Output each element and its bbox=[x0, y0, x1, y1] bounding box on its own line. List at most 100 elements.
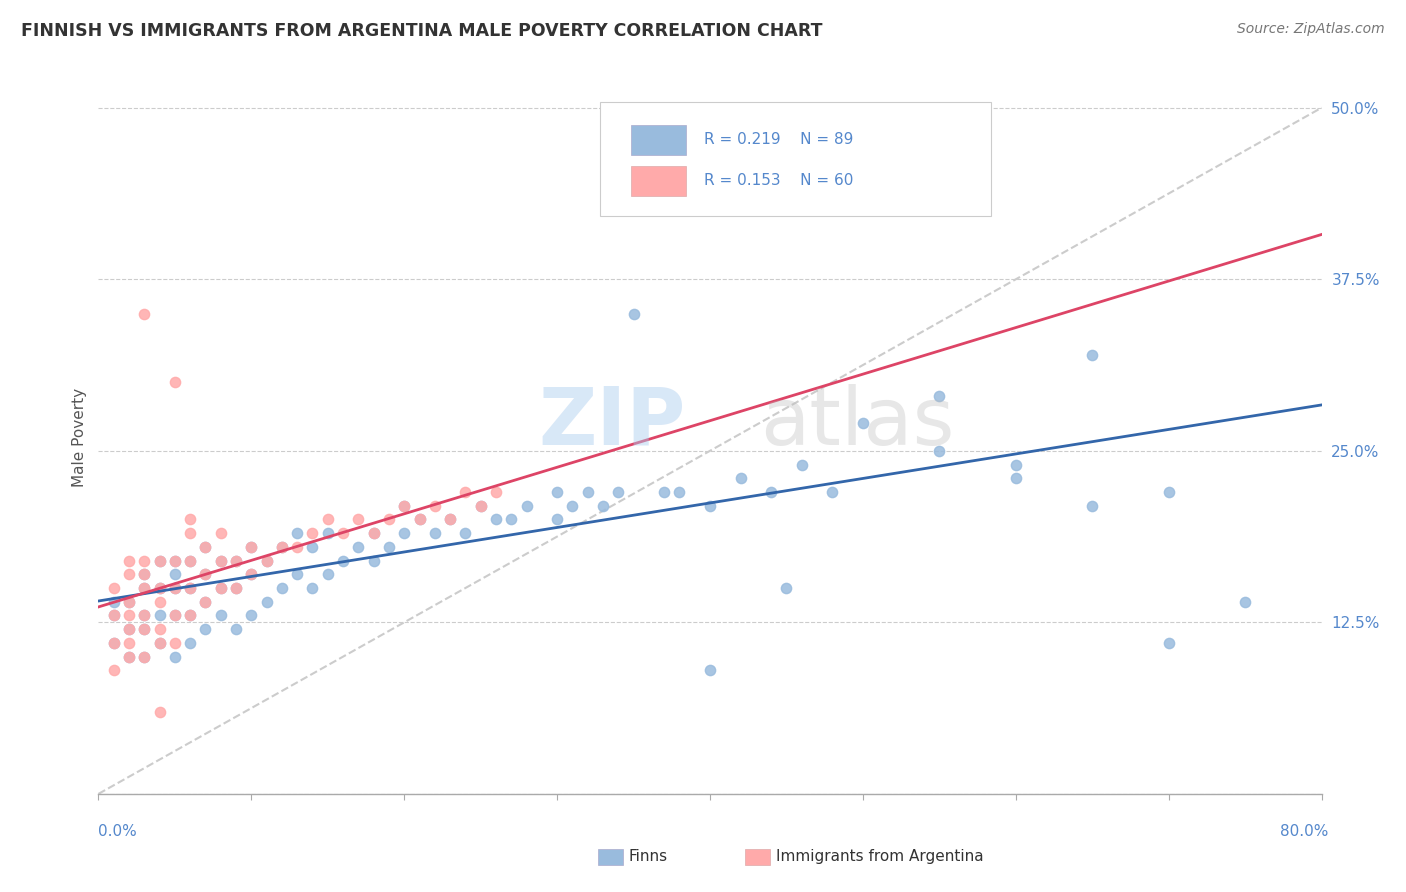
Point bbox=[134, 307, 156, 321]
Point bbox=[470, 499, 492, 513]
Point bbox=[285, 540, 308, 554]
Point bbox=[194, 622, 217, 636]
Point bbox=[209, 581, 232, 595]
Point bbox=[103, 664, 125, 678]
Point bbox=[852, 417, 875, 431]
Point bbox=[301, 526, 323, 541]
Point bbox=[256, 595, 278, 609]
Point bbox=[163, 553, 186, 567]
Point bbox=[179, 581, 201, 595]
Point bbox=[225, 553, 247, 567]
Point bbox=[347, 512, 370, 526]
Point bbox=[439, 512, 461, 526]
Point bbox=[316, 526, 339, 541]
Point bbox=[225, 581, 247, 595]
Point bbox=[118, 622, 141, 636]
Point bbox=[103, 636, 125, 650]
Point bbox=[454, 485, 477, 500]
Point bbox=[225, 553, 247, 567]
Point bbox=[240, 567, 263, 582]
Point bbox=[607, 485, 630, 500]
Point bbox=[179, 608, 201, 623]
Point bbox=[209, 553, 232, 567]
Point bbox=[454, 526, 477, 541]
Point bbox=[103, 608, 125, 623]
Point bbox=[149, 636, 172, 650]
Point bbox=[256, 553, 278, 567]
Point bbox=[163, 375, 186, 389]
Point bbox=[118, 567, 141, 582]
Text: R = 0.153    N = 60: R = 0.153 N = 60 bbox=[704, 173, 853, 187]
Point bbox=[194, 595, 217, 609]
Point bbox=[225, 581, 247, 595]
Text: ZIP: ZIP bbox=[538, 384, 686, 462]
Point bbox=[592, 499, 614, 513]
Point bbox=[392, 526, 416, 541]
Point bbox=[408, 512, 430, 526]
Point bbox=[194, 595, 217, 609]
Point bbox=[225, 622, 247, 636]
Point bbox=[194, 567, 217, 582]
Point bbox=[1004, 458, 1026, 472]
FancyBboxPatch shape bbox=[630, 125, 686, 155]
Point bbox=[209, 526, 232, 541]
Point bbox=[103, 608, 125, 623]
Point bbox=[149, 581, 172, 595]
Point bbox=[149, 608, 172, 623]
Point bbox=[347, 540, 370, 554]
Point bbox=[118, 595, 141, 609]
Point bbox=[134, 567, 156, 582]
Point bbox=[134, 608, 156, 623]
Point bbox=[852, 101, 875, 115]
Point bbox=[179, 526, 201, 541]
Text: 0.0%: 0.0% bbox=[98, 824, 138, 838]
Point bbox=[301, 581, 323, 595]
Point bbox=[668, 485, 690, 500]
Point bbox=[240, 540, 263, 554]
Point bbox=[270, 540, 292, 554]
Point bbox=[134, 649, 156, 664]
Point bbox=[392, 499, 416, 513]
Point bbox=[392, 499, 416, 513]
Point bbox=[118, 636, 141, 650]
Point bbox=[118, 649, 141, 664]
Y-axis label: Male Poverty: Male Poverty bbox=[72, 387, 87, 487]
Point bbox=[363, 526, 385, 541]
Text: atlas: atlas bbox=[759, 384, 955, 462]
Point bbox=[163, 581, 186, 595]
Point bbox=[240, 608, 263, 623]
Text: R = 0.219    N = 89: R = 0.219 N = 89 bbox=[704, 132, 853, 147]
Point bbox=[516, 499, 538, 513]
Point bbox=[149, 553, 172, 567]
Point bbox=[439, 512, 461, 526]
Point bbox=[118, 622, 141, 636]
Point bbox=[103, 636, 125, 650]
Point bbox=[179, 553, 201, 567]
Point bbox=[561, 499, 583, 513]
Point bbox=[270, 581, 292, 595]
Point bbox=[775, 581, 797, 595]
Point bbox=[1004, 471, 1026, 485]
Point bbox=[163, 581, 186, 595]
Point bbox=[485, 512, 508, 526]
Point bbox=[194, 567, 217, 582]
Point bbox=[209, 581, 232, 595]
Point bbox=[118, 608, 141, 623]
Point bbox=[209, 553, 232, 567]
Point bbox=[332, 526, 354, 541]
Point bbox=[134, 581, 156, 595]
Point bbox=[179, 636, 201, 650]
Point bbox=[408, 512, 430, 526]
Point bbox=[501, 512, 523, 526]
Point bbox=[1234, 595, 1257, 609]
Point bbox=[378, 512, 401, 526]
Point bbox=[179, 608, 201, 623]
Point bbox=[118, 649, 141, 664]
Point bbox=[194, 540, 217, 554]
Point bbox=[163, 553, 186, 567]
Point bbox=[652, 485, 675, 500]
Point bbox=[163, 636, 186, 650]
Point bbox=[546, 485, 568, 500]
Point bbox=[163, 608, 186, 623]
Point bbox=[285, 567, 308, 582]
